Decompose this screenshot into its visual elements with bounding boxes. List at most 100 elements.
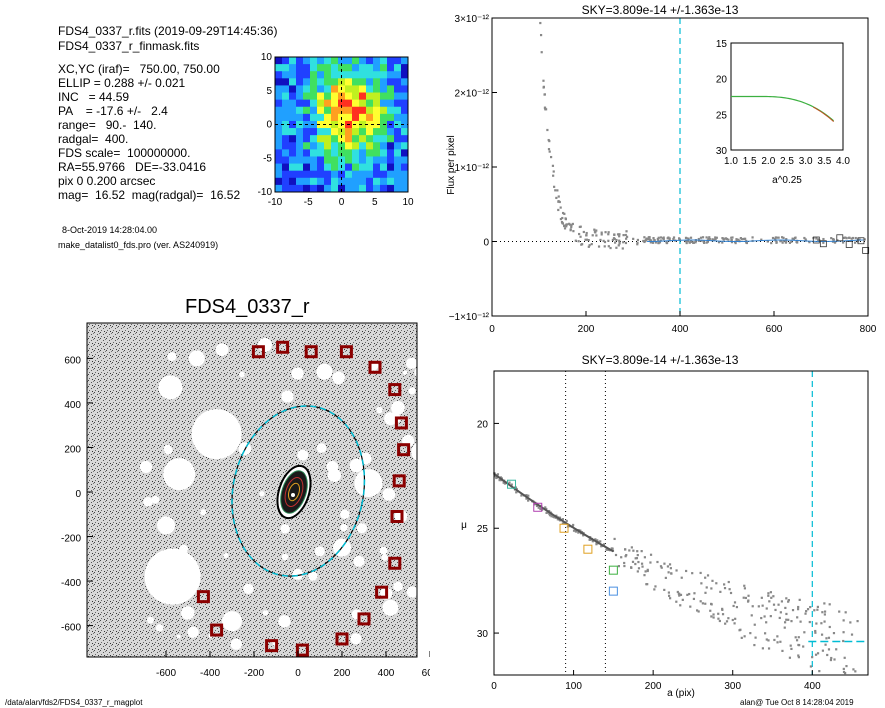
masked-star xyxy=(356,523,367,534)
flux-point xyxy=(625,237,628,240)
sky-box xyxy=(295,643,309,657)
flux-point xyxy=(545,108,548,111)
flux-point xyxy=(714,237,717,241)
masked-star xyxy=(143,496,153,507)
flux-point xyxy=(653,239,656,242)
sb-point xyxy=(589,538,592,541)
sb-point xyxy=(798,598,801,601)
sb-point xyxy=(777,603,780,606)
masked-star xyxy=(191,409,242,460)
flux-point xyxy=(659,236,663,239)
sb-point xyxy=(640,550,643,553)
sb-profile-chart: SKY=3.809e-14 +/-1.363e-13 0 100 200 300 400… xyxy=(461,353,869,699)
outer-box-point xyxy=(862,247,870,254)
flux-point xyxy=(815,237,818,240)
sb-point xyxy=(814,629,817,633)
flux-point xyxy=(668,237,671,240)
sb-marker xyxy=(608,565,618,575)
sb-point xyxy=(710,587,713,590)
masked-star xyxy=(200,509,207,516)
flux-point xyxy=(715,236,718,239)
sb-point xyxy=(623,561,626,565)
flux-point xyxy=(578,232,581,236)
sb-point xyxy=(743,584,746,587)
parameter-line: XC,YC (iraf)= 750.00, 750.00 xyxy=(58,62,220,76)
flux-y-label: Flux per pixel xyxy=(446,135,457,194)
masked-star xyxy=(187,583,193,589)
flux-point xyxy=(804,238,807,241)
sb-point xyxy=(668,594,671,597)
masked-star xyxy=(414,367,426,378)
flux-point xyxy=(771,236,775,240)
sb-point xyxy=(796,608,800,611)
sb-point xyxy=(827,636,831,639)
sb-point xyxy=(814,653,818,656)
flux-x-tick: 200 xyxy=(578,324,595,335)
flux-point xyxy=(547,138,550,142)
sb-point xyxy=(498,478,501,482)
flux-point xyxy=(600,233,603,236)
sb-point xyxy=(595,543,598,546)
sb-point xyxy=(767,647,771,650)
flux-point xyxy=(551,164,555,167)
sb-point xyxy=(760,596,763,599)
sb-point xyxy=(561,518,564,521)
sky-box xyxy=(392,474,406,488)
sb-point xyxy=(632,549,635,552)
flux-point xyxy=(615,246,618,249)
sb-point xyxy=(685,569,688,573)
flux-point xyxy=(559,217,563,221)
image-x-tick: -200 xyxy=(244,668,264,679)
flux-point xyxy=(557,195,560,198)
flux-point xyxy=(572,230,575,233)
inset-y-tick: 30 xyxy=(716,146,728,157)
sb-point xyxy=(706,574,710,577)
flux-point xyxy=(569,229,572,232)
sb-point xyxy=(535,504,539,508)
flux-point xyxy=(554,189,557,192)
flux-point xyxy=(546,128,549,132)
sb-point xyxy=(735,605,739,609)
flux-point xyxy=(672,236,676,239)
thumb-y-tick: 0 xyxy=(266,120,272,131)
flux-point xyxy=(585,234,588,237)
flux-point xyxy=(692,241,695,244)
flux-point xyxy=(643,236,646,239)
masked-star xyxy=(239,371,245,378)
masked-star xyxy=(258,338,272,353)
sb-point xyxy=(701,602,704,605)
image-x-tick: 0 xyxy=(295,668,301,679)
sb-point xyxy=(733,622,736,625)
sb-point xyxy=(721,608,724,611)
flux-point xyxy=(684,240,687,243)
sb-marker xyxy=(608,586,618,596)
sb-point xyxy=(797,636,800,639)
sb-point xyxy=(806,608,810,611)
sb-point xyxy=(494,475,497,478)
flux-point xyxy=(702,240,705,243)
sb-point xyxy=(769,615,772,618)
sb-point xyxy=(809,665,812,668)
sb-point xyxy=(693,592,696,595)
masked-star xyxy=(163,458,196,491)
sb-point xyxy=(704,576,707,579)
sb-point xyxy=(809,605,812,609)
flux-y-tick: 2×10⁻¹² xyxy=(455,89,490,100)
flux-point xyxy=(568,222,571,225)
sb-point xyxy=(556,518,559,521)
sb-point xyxy=(842,670,846,674)
sb-point xyxy=(539,507,542,511)
flux-point xyxy=(721,241,724,244)
inset-x-label: a^0.25 xyxy=(772,175,802,186)
sb-point xyxy=(636,553,639,557)
sb-point xyxy=(613,537,616,541)
sb-point xyxy=(747,599,750,602)
sb-point xyxy=(842,631,845,634)
sb-point xyxy=(620,556,623,559)
flux-profile-chart: SKY=3.809e-14 +/-1.363e-13 0 200 400 600 800… xyxy=(446,3,877,335)
sb-point xyxy=(727,617,730,620)
sky-box xyxy=(210,623,224,637)
sb-point xyxy=(717,612,720,615)
sb-point xyxy=(558,516,562,519)
flux-point xyxy=(587,245,590,248)
